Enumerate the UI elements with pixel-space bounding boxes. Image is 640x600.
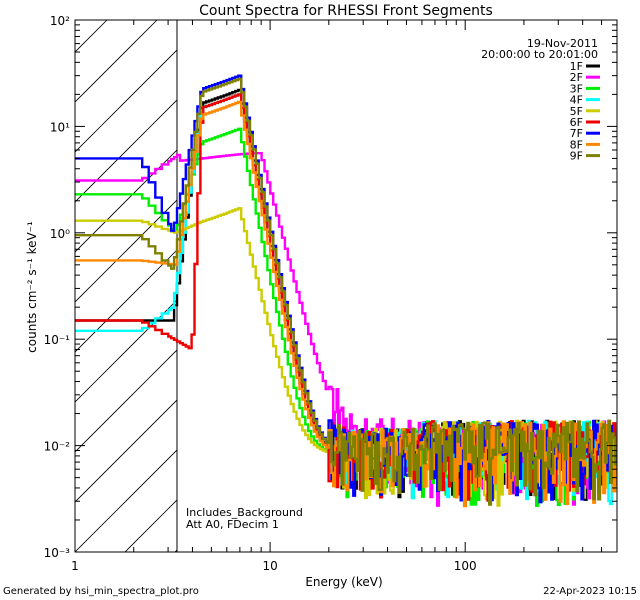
hatch-line — [75, 249, 177, 353]
series-group — [75, 74, 617, 508]
annotation-background: Includes_Background — [186, 506, 303, 519]
legend-label-7F: 7F — [570, 127, 583, 140]
y-tick-label: 10⁻¹ — [44, 333, 71, 347]
legend-label-5F: 5F — [570, 105, 583, 118]
footer-timestamp: 22-Apr-2023 10:15 — [543, 586, 637, 597]
y-tick-label: 10⁻² — [44, 440, 71, 454]
x-axis-label: Energy (keV) — [305, 575, 382, 589]
legend-label-1F: 1F — [570, 60, 583, 73]
series-line-9F — [75, 77, 617, 506]
x-tick-label: 100 — [454, 559, 477, 573]
hatch-line — [75, 449, 177, 552]
y-tick-labels: 10⁻³ 10⁻² 10⁻¹ 10⁰ 10¹ 10² — [44, 14, 71, 560]
plot-frame — [74, 19, 618, 553]
legend-label-6F: 6F — [570, 116, 583, 129]
hatch-line — [75, 149, 177, 253]
legend-label-9F: 9F — [570, 150, 583, 163]
y-tick-label: 10¹ — [50, 120, 70, 134]
x-tick-label: 1 — [71, 559, 79, 573]
x-tick-labels: 1 10 100 — [71, 559, 476, 573]
chart-title: Count Spectra for RHESSI Front Segments — [199, 3, 493, 19]
y-tick-label: 10⁻³ — [44, 546, 71, 560]
hatch-line — [0, 0, 125, 552]
hatch-line — [75, 49, 177, 153]
hatch-line — [75, 20, 158, 103]
footer-generated-by: Generated by hsi_min_spectra_plot.pro — [3, 586, 199, 597]
legend-label-4F: 4F — [570, 94, 583, 107]
axis-ticks — [74, 20, 618, 553]
excluded-region-hatch — [0, 0, 640, 552]
legend-label-3F: 3F — [570, 82, 583, 95]
hatch-line — [75, 399, 177, 503]
y-tick-label: 10⁰ — [50, 227, 70, 241]
date-label: 19-Nov-2011 — [527, 37, 598, 50]
legend-label-2F: 2F — [570, 71, 583, 84]
y-tick-label: 10² — [50, 14, 70, 28]
annotation-attenuator: Att A0, FDecim 1 — [186, 518, 279, 531]
hatch-line — [625, 0, 640, 552]
series-line-8F — [75, 100, 617, 508]
y-axis-label: counts cm⁻² s⁻¹ keV⁻¹ — [25, 221, 39, 353]
legend-label-8F: 8F — [570, 138, 583, 151]
time-range-label: 20:00:00 to 20:01:00 — [481, 48, 598, 61]
hatch-line — [75, 199, 177, 303]
x-tick-label: 10 — [262, 559, 277, 573]
